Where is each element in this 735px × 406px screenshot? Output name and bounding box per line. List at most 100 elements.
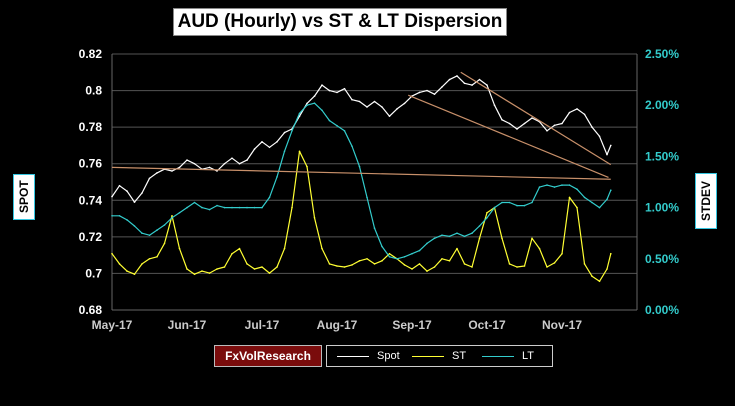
data-point-lt (336, 124, 338, 127)
data-point-st (606, 268, 608, 270)
data-point-spot (141, 192, 143, 194)
data-point-st (336, 265, 338, 267)
data-point-spot (531, 117, 533, 119)
data-point-lt (610, 189, 612, 191)
data-point-lt (456, 232, 458, 234)
right-tick-label: 2.50% (645, 47, 679, 61)
data-point-st (366, 258, 368, 260)
data-point-lt (561, 184, 563, 186)
data-point-lt (516, 204, 518, 207)
x-tick-label: Sep-17 (392, 318, 432, 332)
data-point-st (553, 262, 556, 264)
data-point-lt (208, 208, 211, 211)
data-point-st (313, 217, 316, 219)
series-line-st (111, 150, 612, 282)
data-point-lt (591, 201, 593, 204)
data-point-st (508, 263, 511, 265)
data-point-st (223, 266, 226, 268)
data-point-lt (358, 165, 361, 168)
trendline (460, 71, 612, 166)
data-point-lt (321, 109, 323, 112)
data-point-spot (561, 122, 563, 125)
data-point-lt (366, 196, 368, 199)
legend-label-lt: LT (522, 350, 535, 362)
data-point-spot (388, 115, 391, 117)
data-point-lt (606, 198, 608, 201)
data-point-st (561, 252, 563, 255)
data-point-lt (351, 145, 353, 147)
right-tick-label: 0.00% (645, 303, 679, 317)
data-point-lt (433, 237, 436, 240)
data-point-st (268, 272, 271, 274)
trendline (408, 94, 609, 178)
data-point-st (283, 247, 286, 250)
data-point-st (456, 247, 458, 250)
data-point-spot (351, 98, 353, 101)
data-point-lt (448, 235, 451, 238)
data-point-spot (508, 122, 511, 125)
data-point-spot (216, 170, 218, 172)
data-point-lt (298, 112, 301, 115)
data-point-lt (306, 104, 308, 106)
data-point-spot (253, 148, 256, 150)
data-point-st (381, 260, 383, 262)
data-point-st (538, 247, 541, 250)
x-tick-label: Aug-17 (317, 318, 358, 332)
data-point-spot (403, 102, 406, 105)
right-tick-label: 2.00% (645, 98, 679, 112)
data-point-lt (583, 196, 586, 199)
data-point-lt (126, 219, 128, 221)
data-point-lt (538, 186, 541, 188)
legend-label-st: ST (452, 350, 467, 362)
data-point-st (291, 206, 293, 209)
data-point-spot (148, 177, 151, 180)
data-point-spot (238, 162, 241, 165)
data-point-lt (576, 188, 578, 190)
data-point-spot (193, 162, 196, 165)
data-point-st (163, 242, 166, 245)
data-point-st (576, 206, 578, 209)
data-point-st (516, 266, 518, 268)
x-tick-label: Jun-17 (168, 318, 207, 332)
data-point-st (501, 237, 503, 240)
data-point-st (126, 270, 128, 272)
legend-label-spot: Spot (377, 350, 400, 362)
data-point-lt (531, 201, 533, 204)
data-point-spot (223, 162, 226, 165)
data-point-lt (283, 150, 286, 153)
data-point-spot (568, 111, 571, 114)
left-tick-label: 0.68 (79, 303, 103, 317)
data-point-st (583, 263, 586, 265)
data-point-lt (478, 225, 481, 227)
data-point-lt (441, 234, 443, 236)
data-point-st (418, 263, 421, 265)
data-point-lt (148, 234, 151, 236)
data-point-st (216, 268, 218, 270)
left-tick-label: 0.74 (79, 193, 103, 207)
data-point-lt (328, 119, 331, 122)
data-point-spot (111, 195, 113, 198)
data-point-lt (231, 206, 233, 209)
legend-line-spot (337, 356, 369, 357)
series-line-lt (112, 102, 612, 260)
data-point-lt (493, 206, 496, 209)
data-point-lt (246, 206, 248, 209)
data-point-st (201, 270, 203, 272)
legend-line-lt (482, 356, 514, 357)
data-point-spot (493, 104, 496, 106)
data-point-spot (246, 159, 248, 161)
data-point-spot (396, 108, 398, 110)
data-point-lt (313, 102, 316, 104)
data-point-lt (223, 206, 226, 209)
data-point-st (546, 266, 548, 268)
data-point-lt (261, 206, 263, 209)
data-point-spot (118, 184, 121, 187)
data-point-spot (433, 93, 436, 95)
legend: Spot ST LT (326, 345, 553, 367)
data-point-st (411, 268, 413, 270)
brand-label: FxVolResearch (214, 345, 322, 367)
data-point-st (471, 266, 473, 268)
data-point-lt (111, 215, 113, 217)
data-point-spot (283, 131, 286, 134)
